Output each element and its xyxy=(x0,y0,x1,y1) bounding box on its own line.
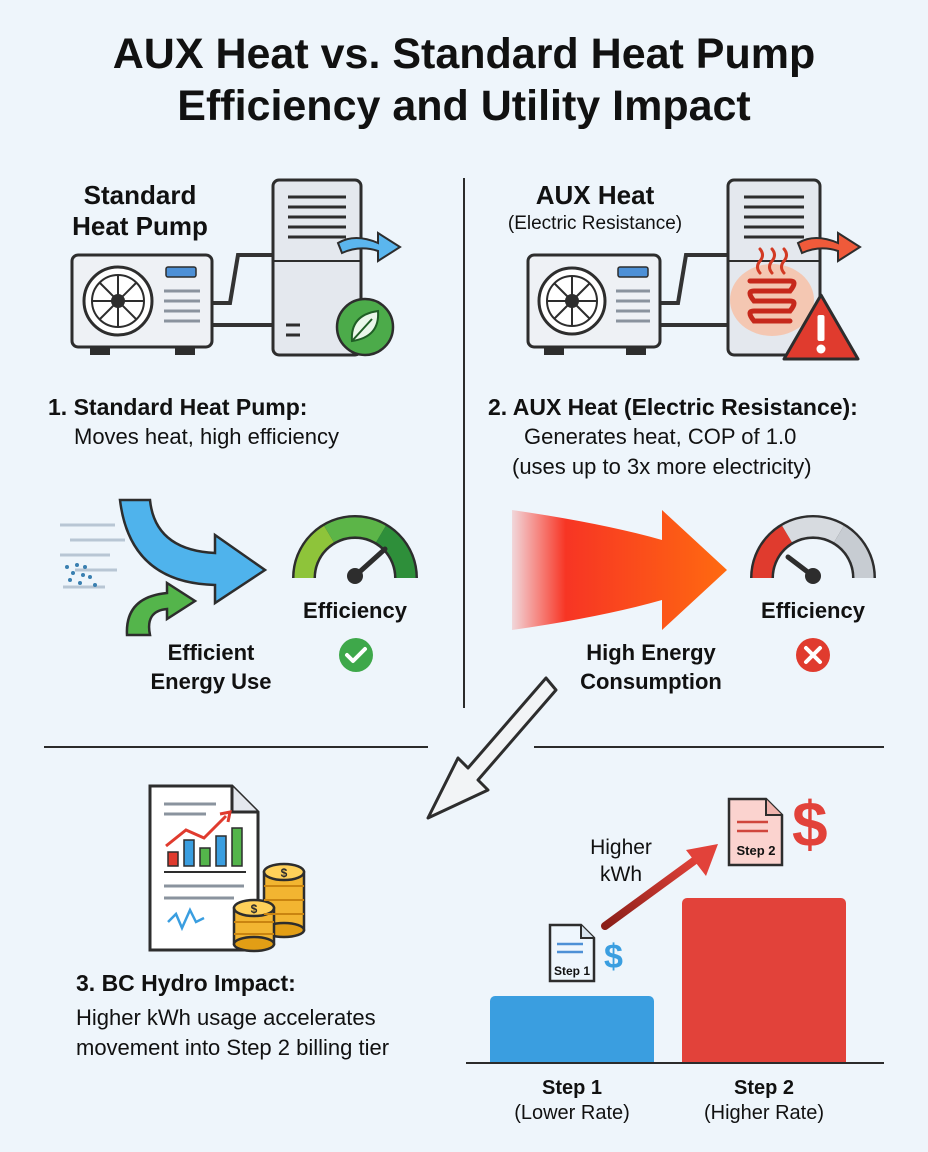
bc-hydro-description: Higher kWh usage accelerates movement in… xyxy=(76,1005,390,1060)
step-2-document-label: Step 2 xyxy=(736,843,776,858)
vertical-divider xyxy=(463,178,465,708)
step-2-label: Step 2 xyxy=(733,1077,795,1099)
baseline xyxy=(466,1062,884,1064)
step-1-rate: (Lower Rate) xyxy=(514,1102,630,1124)
horizontal-divider-right xyxy=(534,746,884,748)
horizontal-divider-left xyxy=(44,746,428,748)
aux-heat-subtitle: (Electric Resistance) xyxy=(507,213,683,234)
high-efficiency-gauge-icon xyxy=(292,515,418,584)
aux-heat-description-line-1: Generates heat, COP of 1.0 xyxy=(524,424,797,449)
aux-efficiency-label: Efficiency xyxy=(761,598,865,623)
step-1-document-icon xyxy=(548,923,596,983)
title-line-1: AUX Heat vs. Standard Heat Pump xyxy=(112,30,816,78)
svg-text:$: $ xyxy=(281,866,288,880)
low-efficiency-gauge-icon xyxy=(750,515,876,584)
step-1-document-label: Step 1 xyxy=(553,964,590,978)
utility-bill-report-icon: $ $ xyxy=(148,784,306,953)
high-energy-arrow-icon xyxy=(512,510,727,630)
svg-text:$: $ xyxy=(251,902,258,916)
standard-heat-pump-title: Standard Heat Pump xyxy=(72,180,208,241)
step-1-label: Step 1 xyxy=(541,1077,603,1099)
check-circle-icon xyxy=(339,638,373,672)
page-title: AUX Heat vs. Standard Heat Pump Efficien… xyxy=(0,28,928,132)
bc-hydro-heading: 3. BC Hydro Impact: xyxy=(76,970,296,996)
step-2-document-icon xyxy=(727,797,784,867)
standard-heat-pump-description: Moves heat, high efficiency xyxy=(74,424,339,449)
title-line-2: Efficiency and Utility Impact xyxy=(177,82,751,130)
high-energy-consumption-label: High Energy Consumption xyxy=(580,640,722,694)
standard-heat-pump-heading: 1. Standard Heat Pump: xyxy=(48,394,308,420)
standard-efficiency-label: Efficiency xyxy=(303,598,407,623)
aux-heat-heading: 2. AUX Heat (Electric Resistance): xyxy=(488,394,858,420)
step-1-dollar-icon: $ xyxy=(604,938,623,976)
diagonal-connector-arrow-icon xyxy=(426,676,558,820)
standard-heat-pump-illustration xyxy=(70,178,402,357)
x-circle-icon xyxy=(796,638,830,672)
step-2-bar xyxy=(682,898,846,1062)
efficient-energy-use-label: Efficient Energy Use xyxy=(150,640,272,694)
step-1-bar xyxy=(490,996,654,1062)
aux-heat-title: AUX Heat xyxy=(535,180,655,210)
rising-cost-arrow-icon xyxy=(601,844,718,930)
aux-heat-description-line-2: (uses up to 3x more electricity) xyxy=(512,454,812,479)
step-2-rate: (Higher Rate) xyxy=(703,1102,825,1124)
efficient-flow-arrows-icon xyxy=(60,498,268,637)
higher-kwh-label: Higher kWh xyxy=(590,836,652,886)
step-2-dollar-icon: $ xyxy=(792,788,828,860)
aux-heat-illustration xyxy=(526,178,862,361)
